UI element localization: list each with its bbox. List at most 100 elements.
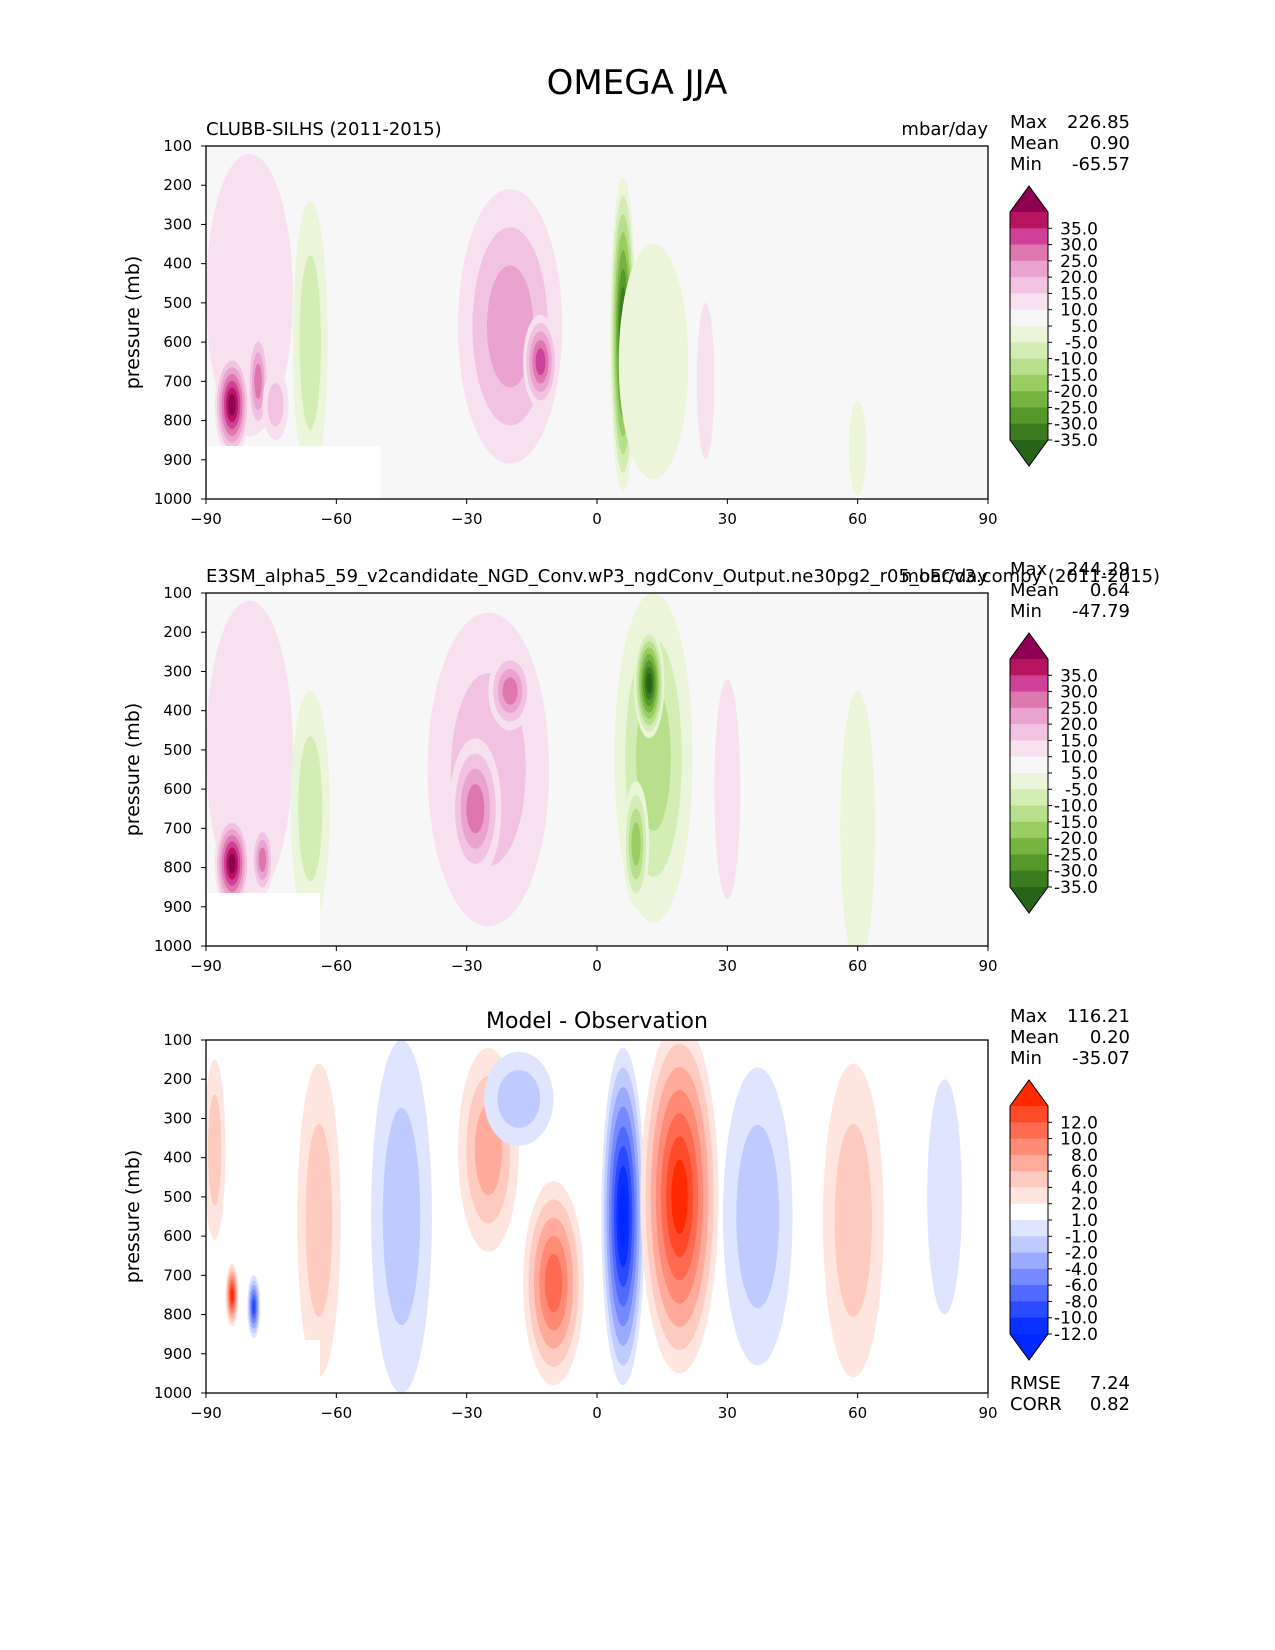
colorbar-bin-2 <box>1010 1138 1048 1156</box>
ytick-label-1000: 1000 <box>154 1384 192 1402</box>
contour-1-2-3 <box>258 847 267 872</box>
ytick-label-900: 900 <box>163 1345 192 1363</box>
colorbar-label-10: -20.0 <box>1054 829 1098 849</box>
ytick-label-900: 900 <box>163 898 192 916</box>
colorbar-bin-10 <box>1010 821 1048 839</box>
y-axis-label: pressure (mb) <box>122 256 144 390</box>
colorbar-label-3: 20.0 <box>1060 268 1098 288</box>
colorbar-bin-1 <box>1010 1122 1048 1140</box>
ytick-label-400: 400 <box>163 255 192 273</box>
colorbar-label-9: -4.0 <box>1065 1260 1098 1280</box>
colorbar-bin-10 <box>1010 374 1048 392</box>
contour-2-5-1 <box>497 1069 541 1128</box>
colorbar-extend-max <box>1010 186 1048 212</box>
colorbar-label-8: -2.0 <box>1065 1244 1098 1264</box>
ytick-label-700: 700 <box>163 819 192 837</box>
contour-2-9-1 <box>834 1123 873 1317</box>
stat-mean-label: Mean <box>1010 580 1059 601</box>
colorbar-bin-6 <box>1010 1203 1048 1221</box>
stat-min-label: Min <box>1010 154 1042 175</box>
colorbar-label-13: -35.0 <box>1054 878 1098 898</box>
colorbar-bin-13 <box>1010 423 1048 441</box>
colorbar-label-2: 25.0 <box>1060 252 1098 272</box>
panel-units: mbar/day <box>901 119 988 140</box>
contour-1-10-0 <box>714 679 741 899</box>
contour-0-7-4 <box>535 348 546 376</box>
contour-1-8-7 <box>646 672 652 694</box>
contour-2-7-6 <box>671 1159 688 1235</box>
colorbar-label-13: -35.0 <box>1054 431 1098 451</box>
colorbar-bin-8 <box>1010 789 1048 807</box>
ytick-label-100: 100 <box>163 137 192 155</box>
corr-value: 0.82 <box>1090 1394 1130 1415</box>
ytick-label-800: 800 <box>163 859 192 877</box>
panel-title-left: CLUBB-SILHS (2011-2015) <box>206 119 442 140</box>
colorbar-bin-4 <box>1010 724 1048 741</box>
colorbar-label-3: 6.0 <box>1071 1162 1098 1182</box>
colorbar-label-0: 12.0 <box>1060 1113 1098 1133</box>
colorbar-bin-7 <box>1010 1220 1048 1237</box>
colorbar-extend-min <box>1010 887 1048 913</box>
colorbar-bin-3 <box>1010 260 1048 278</box>
colorbar-bin-4 <box>1010 277 1048 294</box>
ytick-label-200: 200 <box>163 623 192 641</box>
contour-2-0-1 <box>208 1094 222 1206</box>
colorbar-extend-max <box>1010 1080 1048 1106</box>
colorbar-label-0: 35.0 <box>1060 219 1098 239</box>
stat-mean-label: Mean <box>1010 1027 1059 1048</box>
colorbar-label-6: 5.0 <box>1071 317 1098 337</box>
colorbar-label-12: -30.0 <box>1054 415 1098 435</box>
stat-max-label: Max <box>1010 559 1048 580</box>
colorbar-label-1: 30.0 <box>1060 236 1098 256</box>
ytick-label-300: 300 <box>163 215 192 233</box>
colorbar-bin-12 <box>1010 854 1048 872</box>
colorbar: 12.010.08.06.04.02.01.0-1.0-2.0-4.0-6.0-… <box>1009 1079 1098 1361</box>
colorbar-bin-12 <box>1010 407 1048 425</box>
colorbar-bin-8 <box>1010 342 1048 360</box>
xtick-label--90: −90 <box>190 510 222 528</box>
panel-title-center: Model - Observation <box>486 1009 708 1034</box>
xtick-label--30: −30 <box>451 510 483 528</box>
xtick-label-30: 30 <box>718 1404 737 1422</box>
colorbar-label-0: 35.0 <box>1060 666 1098 686</box>
colorbar-bin-11 <box>1010 391 1048 408</box>
ytick-label-200: 200 <box>163 176 192 194</box>
contour-1-6-3 <box>466 784 485 834</box>
ytick-label-100: 100 <box>163 1031 192 1049</box>
contour-0-6-2 <box>486 265 534 388</box>
xtick-label--60: −60 <box>321 1404 353 1422</box>
colorbar-bin-3 <box>1010 707 1048 725</box>
ytick-label-500: 500 <box>163 1188 192 1206</box>
stat-max-label: Max <box>1010 1006 1048 1027</box>
colorbar-label-6: 1.0 <box>1071 1211 1098 1231</box>
topography-mask <box>207 446 381 498</box>
figure-title: OMEGA JJA <box>547 63 728 103</box>
rmse-label: RMSE <box>1010 1373 1061 1394</box>
colorbar-bin-0 <box>1010 659 1048 676</box>
contour-0-1-6 <box>228 394 236 416</box>
xtick-label-0: 0 <box>592 957 602 975</box>
xtick-label-90: 90 <box>978 957 997 975</box>
colorbar-bin-1 <box>1010 228 1048 246</box>
colorbar-bin-7 <box>1010 326 1048 343</box>
colorbar-label-7: -5.0 <box>1065 780 1098 800</box>
ytick-label-600: 600 <box>163 780 192 798</box>
stat-max-value: 116.21 <box>1067 1006 1130 1027</box>
ytick-label-300: 300 <box>163 1109 192 1127</box>
xtick-label--60: −60 <box>321 957 353 975</box>
colorbar-bin-5 <box>1010 740 1048 758</box>
stat-min-value: -35.07 <box>1072 1048 1130 1069</box>
ytick-label-400: 400 <box>163 1149 192 1167</box>
colorbar-label-10: -20.0 <box>1054 382 1098 402</box>
contour-2-12-0 <box>927 1079 962 1315</box>
colorbar-label-9: -15.0 <box>1054 813 1098 833</box>
contour-fields <box>206 153 867 496</box>
colorbar-bin-2 <box>1010 691 1048 709</box>
ytick-label-500: 500 <box>163 294 192 312</box>
contour-2-1-1 <box>305 1123 333 1317</box>
xtick-label--30: −30 <box>451 1404 483 1422</box>
colorbar-label-10: -6.0 <box>1065 1276 1098 1296</box>
y-axis-label: pressure (mb) <box>122 1150 144 1284</box>
colorbar-label-5: 2.0 <box>1071 1195 1098 1215</box>
